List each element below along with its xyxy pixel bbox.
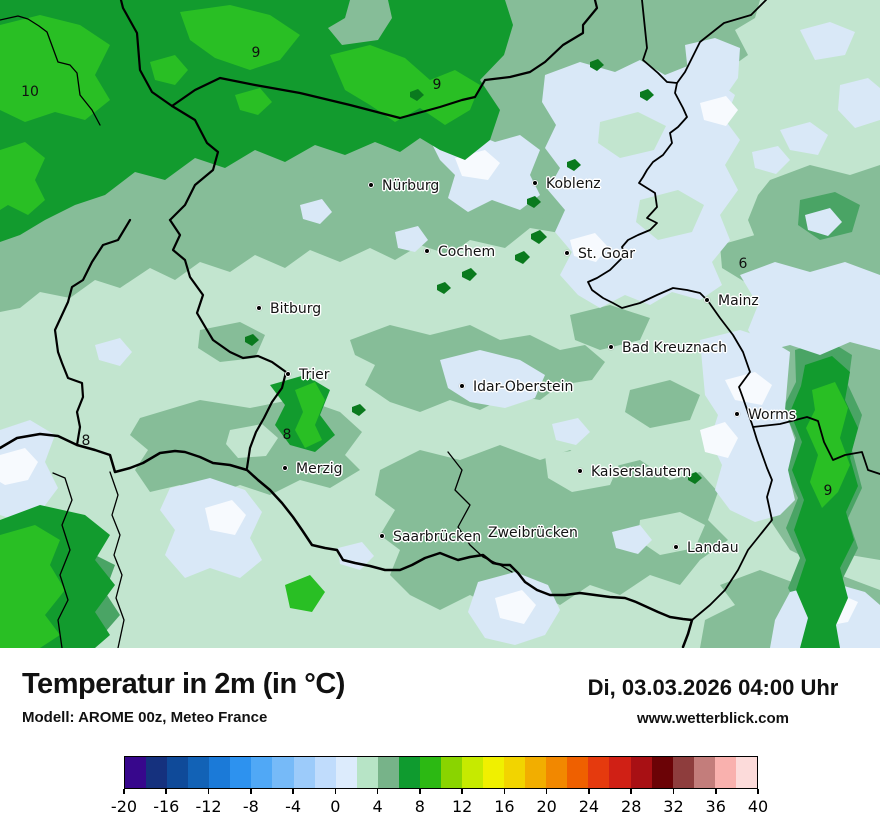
colorbar-tickmark (714, 789, 717, 794)
colorbar-tickmark (334, 789, 337, 794)
colorbar-segment-8 (293, 757, 315, 788)
colorbar-tickmark (461, 789, 463, 794)
colorbar-segment-5 (230, 757, 252, 788)
colorbar-segment-23 (609, 757, 631, 788)
border-nrw (119, 0, 599, 120)
colorbar-segment-6 (251, 757, 273, 788)
colorbar-ticklabel: 24 (578, 797, 600, 816)
colorbar-segment-29 (735, 757, 757, 788)
border-lines (0, 0, 880, 648)
colorbar-tickmark (419, 789, 421, 794)
colorbar-ticklabel: -4 (285, 797, 302, 816)
colorbar-ticklabel: 8 (414, 797, 425, 816)
colorbar-ticklabel: 32 (663, 797, 684, 816)
forecast-datetime: Di, 03.03.2026 04:00 Uhr (587, 675, 839, 700)
colorbar-segment-20 (546, 757, 568, 788)
colorbar-ticklabel: 0 (330, 797, 341, 816)
colorbar-segment-18 (504, 757, 526, 788)
colorbar-tickmark (207, 789, 210, 794)
colorbar-segment-27 (693, 757, 715, 788)
colorbar-tickmark (588, 789, 590, 794)
border-belgium (168, 104, 220, 222)
colorbar-ticklabel: 12 (451, 797, 473, 816)
colorbar-segment-22 (588, 757, 610, 788)
colorbar-ticklabel: 28 (621, 797, 642, 816)
colorbar-tickmark (123, 789, 125, 794)
colorbar-segment-3 (188, 757, 210, 788)
colorbar-segment-4 (209, 757, 231, 788)
border-topleft-thin (0, 15, 101, 126)
colorbar-segment-12 (377, 757, 399, 788)
colorbar-segment-7 (272, 757, 294, 788)
temperature-colorbar (124, 756, 758, 789)
colorbar-segment-21 (567, 757, 589, 788)
colorbar-tickmark (376, 789, 379, 794)
bright-green-regions (0, 5, 850, 648)
colorbar-ticklabel: 40 (747, 797, 769, 816)
colorbar-tickmark (503, 789, 506, 794)
colorbar-segment-15 (440, 757, 462, 788)
border-hessen-rhine (587, 0, 773, 621)
colorbar-wrap: -20 -16 -12 -8 -4 0 4 8 12 16 20 24 28 32 36 40 (111, 756, 768, 816)
colorbar-tickmark (545, 789, 548, 794)
colorbar-ticklabel: 4 (372, 797, 383, 816)
colorbar-segment-16 (462, 757, 484, 788)
colorbar-segment-10 (335, 757, 357, 788)
colorbar-segment-26 (672, 757, 694, 788)
temperature-field-svg (0, 0, 880, 648)
colorbar-tickmark (250, 789, 252, 794)
colorbar-ticklabel: 36 (705, 797, 726, 816)
border-france (0, 432, 694, 648)
colorbar-tickmark (630, 789, 632, 794)
colorbar-tickmark (292, 789, 294, 794)
border-saarland-east (447, 451, 513, 573)
colorbar-segment-14 (419, 757, 441, 788)
border-luxembourg-east (168, 218, 288, 470)
deep-green-specks (245, 59, 702, 484)
model-info: Modell: AROME 00z, Meteo France (22, 709, 268, 726)
colorbar-segment-2 (167, 757, 189, 788)
colorbar-ticklabel: -12 (195, 797, 222, 816)
border-worms-east (752, 416, 880, 475)
colorbar-segment-19 (525, 757, 547, 788)
temperature-map (0, 0, 880, 649)
border-hessen-north (676, 0, 767, 84)
colorbar-ticklabel: 20 (536, 797, 557, 816)
colorbar-segment-28 (714, 757, 736, 788)
colorbar-ticklabel: -8 (242, 797, 259, 816)
colorbar-segment-9 (314, 757, 336, 788)
colorbar-segment-13 (398, 757, 420, 788)
river-second (109, 471, 125, 648)
colorbar-ticklabel: -20 (110, 797, 138, 816)
border-luxembourg-west (53, 218, 132, 447)
colorbar-segment-24 (630, 757, 652, 788)
colorbar-ticklabel: -16 (153, 797, 180, 816)
river-saar-france (52, 472, 73, 648)
colorbar-segment-1 (146, 757, 168, 788)
colorbar-segment-0 (125, 757, 147, 788)
colorbar-tickmark (672, 789, 675, 794)
colorbar-segment-25 (651, 757, 673, 788)
colorbar-segment-17 (483, 757, 505, 788)
colorbar-tickmark (165, 789, 168, 794)
website-url: www.wetterblick.com (637, 710, 789, 727)
colorbar-segment-11 (356, 757, 378, 788)
page-title: Temperatur in 2m (in °C) (22, 668, 345, 700)
colorbar-ticklabel: 16 (494, 797, 515, 816)
footer-panel: Temperatur in 2m (in °C) Modell: AROME 0… (0, 648, 880, 830)
colorbar-tickmark (757, 789, 759, 794)
